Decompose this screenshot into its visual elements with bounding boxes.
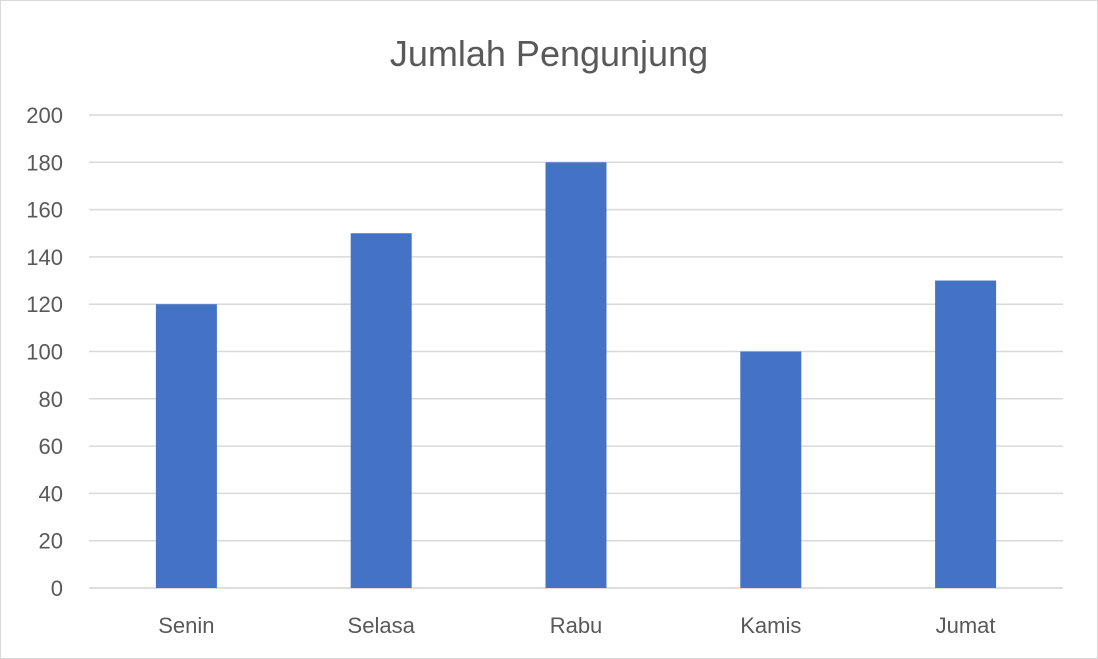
y-tick-label: 140 xyxy=(26,245,63,270)
x-category-label: Kamis xyxy=(740,613,801,638)
bar-rabu xyxy=(545,162,607,589)
y-tick-label: 200 xyxy=(26,103,63,128)
x-category-label: Senin xyxy=(158,613,214,638)
bar-selasa xyxy=(350,233,412,588)
y-tick-label: 100 xyxy=(26,340,63,365)
bar-jumat xyxy=(935,280,997,588)
y-axis-tick-labels: 0 20 40 60 80 100 120 140 160 180 200 xyxy=(26,103,63,601)
y-tick-label: 20 xyxy=(39,529,63,554)
y-tick-label: 120 xyxy=(26,292,63,317)
x-category-label: Selasa xyxy=(348,613,416,638)
y-tick-label: 0 xyxy=(51,576,63,601)
x-axis-category-labels: Senin Selasa Rabu Kamis Jumat xyxy=(158,613,995,638)
bar-kamis xyxy=(740,351,802,588)
y-tick-label: 40 xyxy=(39,481,63,506)
bar-senin xyxy=(155,304,217,588)
y-tick-label: 80 xyxy=(39,387,63,412)
bars xyxy=(155,162,997,589)
x-category-label: Rabu xyxy=(550,613,603,638)
y-tick-label: 180 xyxy=(26,150,63,175)
y-tick-label: 60 xyxy=(39,434,63,459)
y-tick-label: 160 xyxy=(26,198,63,223)
chart-title: Jumlah Pengunjung xyxy=(390,33,708,74)
x-category-label: Jumat xyxy=(936,613,996,638)
